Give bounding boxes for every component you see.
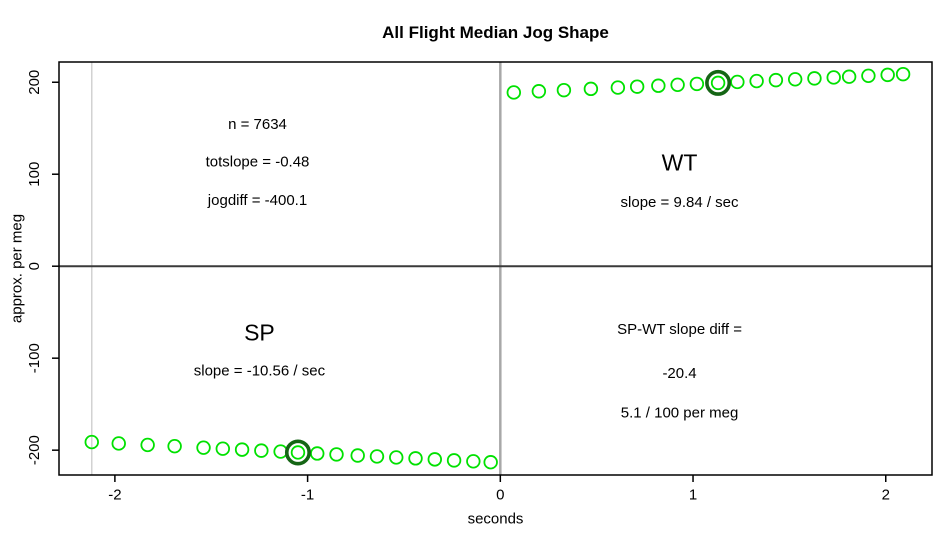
data-point-wt xyxy=(768,72,784,88)
data-point-sp xyxy=(466,454,481,469)
y-axis-label: approx. per meg xyxy=(8,214,25,323)
data-point-sp xyxy=(167,439,182,454)
data-point-sp xyxy=(408,451,423,466)
y-axis-tick-label: 100 xyxy=(26,162,43,187)
data-point-sp xyxy=(234,442,250,457)
data-point-sp xyxy=(84,434,99,450)
data-point-wt xyxy=(610,80,626,95)
data-point-sp xyxy=(140,437,155,453)
data-point-wt xyxy=(730,74,745,90)
data-point-wt xyxy=(583,81,599,97)
plot-box xyxy=(58,61,933,476)
y-axis-tick-label: 0 xyxy=(26,262,43,270)
data-point-sp xyxy=(329,447,344,462)
plot-generated-layer: -2 -1 0 1 2 -200 -100 0 100 200 n = 7634 totslope =… xyxy=(26,61,933,503)
data-point-sp xyxy=(310,446,325,461)
data-point-wt xyxy=(651,78,666,93)
x-axis-tick-label: -2 xyxy=(108,486,121,503)
data-point-sp xyxy=(215,441,231,456)
data-point-wt xyxy=(895,66,911,82)
x-axis-label: seconds xyxy=(468,510,524,527)
data-point-wt xyxy=(506,85,522,100)
x-axis-tick-label: 0 xyxy=(496,486,504,503)
data-point-wt xyxy=(787,72,803,87)
data-point-sp xyxy=(446,453,462,468)
annotation-text: -20.4 xyxy=(662,365,696,382)
annotation-text: SP-WT slope diff = xyxy=(617,321,742,338)
data-point-sp xyxy=(483,455,498,470)
y-axis-tick-label: 200 xyxy=(26,70,43,95)
data-point-wt xyxy=(880,67,895,83)
highlight-ring-wt xyxy=(705,69,732,96)
data-point-sp xyxy=(111,436,126,451)
data-point-wt xyxy=(670,77,685,93)
data-point-sp xyxy=(254,443,269,458)
data-point-sp xyxy=(290,445,306,460)
x-axis-tick-label: -1 xyxy=(301,486,314,503)
data-point-wt xyxy=(861,68,876,83)
x-axis-tick-label: 1 xyxy=(689,486,697,503)
annotation-text: WT xyxy=(662,149,698,175)
highlight-ring-sp xyxy=(284,439,311,466)
data-point-wt xyxy=(629,79,645,94)
data-point-wt xyxy=(710,75,726,91)
data-point-wt xyxy=(841,69,857,84)
annotation-text: jogdiff = -400.1 xyxy=(207,192,307,209)
annotation-text: n = 7634 xyxy=(228,116,287,133)
annotation-text: slope = -10.56 / sec xyxy=(194,362,326,379)
y-axis-tick-label: -100 xyxy=(26,343,43,373)
annotation-text: 5.1 / 100 per meg xyxy=(621,405,739,422)
data-point-sp xyxy=(350,448,365,463)
annotation-text: slope = 9.84 / sec xyxy=(621,194,739,211)
data-point-sp xyxy=(369,449,385,464)
data-point-wt xyxy=(556,82,572,98)
annotation-text: totslope = -0.48 xyxy=(206,154,310,171)
data-point-sp xyxy=(389,450,404,465)
data-point-wt xyxy=(807,71,822,86)
data-point-wt xyxy=(531,84,547,99)
y-axis-tick-label: -200 xyxy=(26,435,43,465)
data-point-wt xyxy=(749,73,764,89)
data-point-wt xyxy=(689,76,705,92)
data-point-sp xyxy=(427,452,442,467)
data-point-sp xyxy=(196,440,211,455)
chart-title: All Flight Median Jog Shape xyxy=(382,23,609,42)
data-point-wt xyxy=(826,70,841,85)
annotation-text: SP xyxy=(244,319,275,345)
x-axis-tick-label: 2 xyxy=(882,486,890,503)
